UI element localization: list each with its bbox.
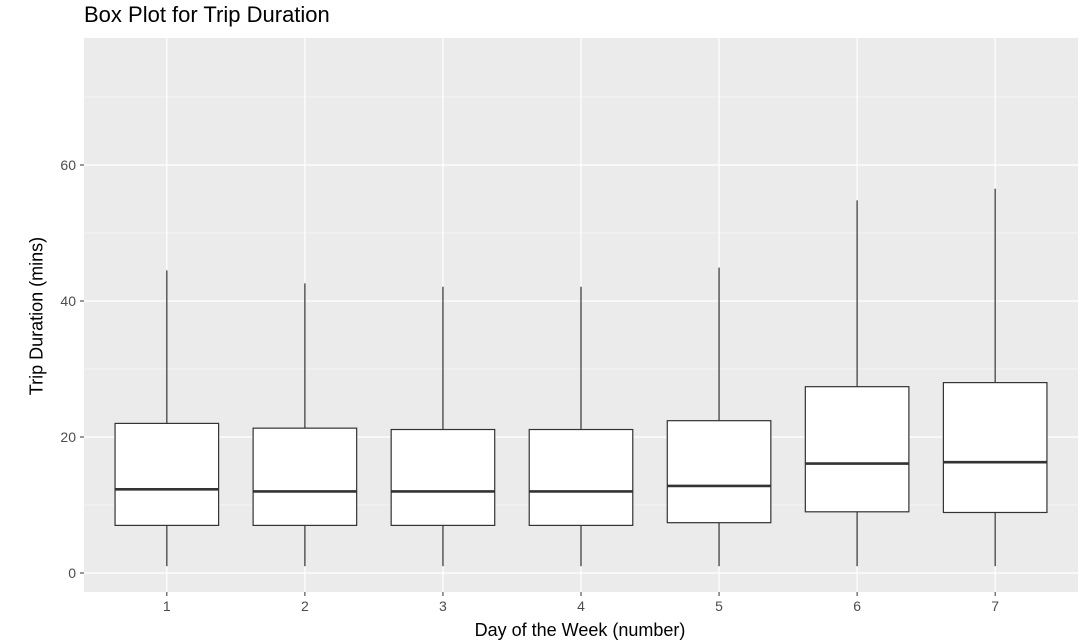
chart-title: Box Plot for Trip Duration: [84, 2, 330, 27]
x-tick-label: 6: [853, 598, 861, 614]
y-axis: 0 20 40 60: [60, 157, 84, 581]
y-tick-label: 20: [60, 429, 76, 445]
x-tick-label: 7: [991, 598, 999, 614]
y-axis-label: Trip Duration (mins): [26, 236, 47, 396]
x-tick-label: 4: [577, 598, 585, 614]
box-group: [666, 267, 772, 567]
x-tick-label: 1: [163, 598, 171, 614]
boxes: [114, 188, 1048, 567]
x-axis: 1 2 3 4 5 6 7: [163, 592, 999, 614]
box-group: [528, 286, 634, 567]
box-iqr: [666, 420, 772, 524]
box-iqr: [390, 428, 496, 526]
box-group: [390, 286, 496, 567]
x-axis-label: Day of the Week (number): [474, 620, 686, 640]
x-tick-label: 5: [715, 598, 723, 614]
box-iqr: [804, 386, 910, 513]
box-iqr: [942, 382, 1048, 514]
box-group: [942, 188, 1048, 567]
box-iqr: [252, 427, 358, 527]
y-tick-label: 60: [60, 157, 76, 173]
y-tick-label: 0: [68, 565, 76, 581]
box-group: [252, 283, 358, 567]
box-iqr: [528, 428, 634, 526]
box-iqr: [114, 422, 220, 526]
box-group: [804, 200, 910, 567]
y-tick-label: 40: [60, 293, 76, 309]
box-group: [114, 270, 220, 567]
x-tick-label: 3: [439, 598, 447, 614]
x-tick-label: 2: [301, 598, 309, 614]
